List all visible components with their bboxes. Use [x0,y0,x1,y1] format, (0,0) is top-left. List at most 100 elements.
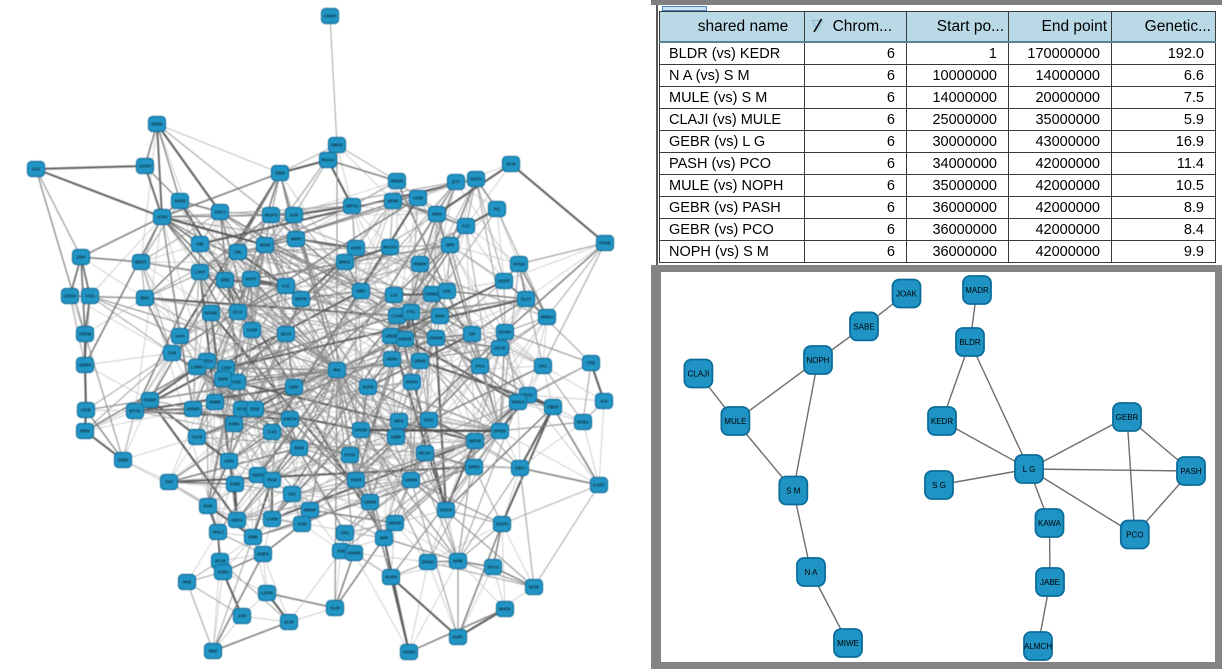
svg-text:OJR: OJR [168,351,177,356]
svg-text:DLW: DLW [284,620,293,625]
svg-text:PGPK: PGPK [406,380,418,385]
svg-text:KIB: KIB [337,549,344,554]
svg-text:GERH: GERH [79,363,91,368]
svg-text:OCPO: OCPO [496,522,509,527]
svg-text:N A: N A [805,568,819,577]
svg-text:DBM: DBM [275,171,285,176]
svg-text:OBDF: OBDF [547,405,559,410]
svg-text:HHLJ: HHLJ [213,530,225,535]
svg-text:WNRA: WNRA [540,315,553,320]
svg-text:JORU: JORU [217,570,229,575]
svg-text:WPTU: WPTU [346,204,358,209]
svg-text:IKCC: IKCC [233,310,243,315]
svg-text:LGFM: LGFM [261,591,273,596]
svg-text:UEDO: UEDO [64,294,77,299]
svg-text:OBI: OBI [196,242,203,247]
svg-text:JOAK: JOAK [896,290,918,299]
svg-text:BFDN: BFDN [494,429,506,434]
svg-text:SLLF: SLLF [521,297,532,302]
svg-text:EPPD: EPPD [468,465,479,470]
svg-text:NJFB: NJFB [363,385,374,390]
svg-text:FTG: FTG [407,310,415,315]
svg-text:EAWP: EAWP [144,398,157,403]
svg-text:HBO: HBO [356,289,366,294]
svg-text:THKR: THKR [350,478,362,483]
svg-text:HJNK: HJNK [228,422,239,427]
svg-text:S G: S G [932,481,946,490]
svg-text:MADR: MADR [965,286,989,295]
svg-text:AAW: AAW [297,522,307,527]
svg-text:AGF: AGF [290,213,299,218]
svg-text:SACU: SACU [487,565,499,570]
svg-text:WCGO: WCGO [383,245,397,250]
svg-text:NOPH: NOPH [806,356,829,365]
svg-text:TPE: TPE [587,361,595,366]
svg-text:UAH: UAH [175,334,184,339]
svg-text:S M: S M [786,487,801,496]
svg-text:UJWI: UJWI [247,328,257,333]
svg-text:JABE: JABE [1040,578,1060,587]
svg-text:SIP: SIP [469,332,476,337]
svg-text:NDRI: NDRI [387,357,397,362]
svg-text:EISF: EISF [250,407,260,412]
svg-text:LSNT: LSNT [195,270,206,275]
svg-text:MIWE: MIWE [837,639,859,648]
svg-text:OBCI: OBCI [515,466,525,471]
svg-text:WHOJ: WHOJ [512,400,525,405]
svg-text:L G: L G [1023,465,1036,474]
svg-text:UBUB: UBUB [385,334,397,339]
svg-text:DNOM: DNOM [430,336,443,341]
svg-text:UBAW: UBAW [389,521,402,526]
svg-text:KLW: KLW [330,606,339,611]
svg-text:ANWF: ANWF [324,14,337,19]
svg-text:AFGG: AFGG [513,262,525,267]
svg-text:KART: KART [593,483,605,488]
svg-text:LSWU: LSWU [191,365,203,370]
svg-text:PTOF: PTOF [344,453,356,458]
svg-text:RMER: RMER [414,262,426,267]
svg-text:MTDA: MTDA [201,359,213,364]
svg-text:IRG: IRG [333,368,340,373]
svg-text:GGNS: GGNS [139,164,152,169]
svg-text:HSWP: HSWP [187,407,200,412]
svg-text:BTTG: BTTG [129,409,140,414]
svg-text:ANCJ: ANCJ [214,210,226,215]
svg-text:BHOK: BHOK [499,607,511,612]
svg-text:MULE: MULE [724,417,746,426]
svg-text:SPEB: SPEB [174,199,185,204]
svg-text:MLOI: MLOI [281,332,291,337]
svg-text:UOFP: UOFP [498,279,510,284]
svg-text:KJJ: KJJ [462,224,470,229]
svg-text:HCOO: HCOO [440,508,453,513]
svg-text:CJAM: CJAM [391,314,403,319]
svg-text:IIWW: IIWW [218,377,228,382]
svg-text:LWME: LWME [364,500,377,505]
svg-text:PCO: PCO [1126,531,1143,540]
svg-text:BRFC: BRFC [339,260,351,265]
svg-text:NSPT: NSPT [245,277,257,282]
svg-text:LML: LML [234,250,243,255]
svg-text:TFP: TFP [165,480,173,485]
svg-text:ABSG: ABSG [231,518,243,523]
svg-text:ODDH: ODDH [403,650,415,655]
svg-text:WHG: WHG [435,314,445,319]
svg-text:DMR: DMR [248,535,258,540]
svg-text:UEND: UEND [414,359,426,364]
svg-text:OEKF: OEKF [252,473,264,478]
svg-text:PJC: PJC [282,284,290,289]
svg-text:ORMW: ORMW [425,292,439,297]
svg-text:BNC: BNC [140,296,149,301]
svg-text:DPWA: DPWA [422,560,435,565]
svg-text:BRTR: BRTR [295,297,307,302]
svg-text:GKN: GKN [224,459,233,464]
svg-text:SLNI: SLNI [506,162,516,167]
svg-text:INMM: INMM [209,400,221,405]
svg-text:BFIM: BFIM [388,199,399,204]
svg-text:OIG: OIG [288,492,296,497]
svg-text:OIHI: OIHI [77,255,86,260]
svg-text:AHL: AHL [443,289,452,294]
svg-text:WOK: WOK [529,585,539,590]
svg-text:HSWM: HSWM [347,551,361,556]
svg-text:NFBD: NFBD [151,122,163,127]
svg-text:DDBA: DDBA [577,420,589,425]
